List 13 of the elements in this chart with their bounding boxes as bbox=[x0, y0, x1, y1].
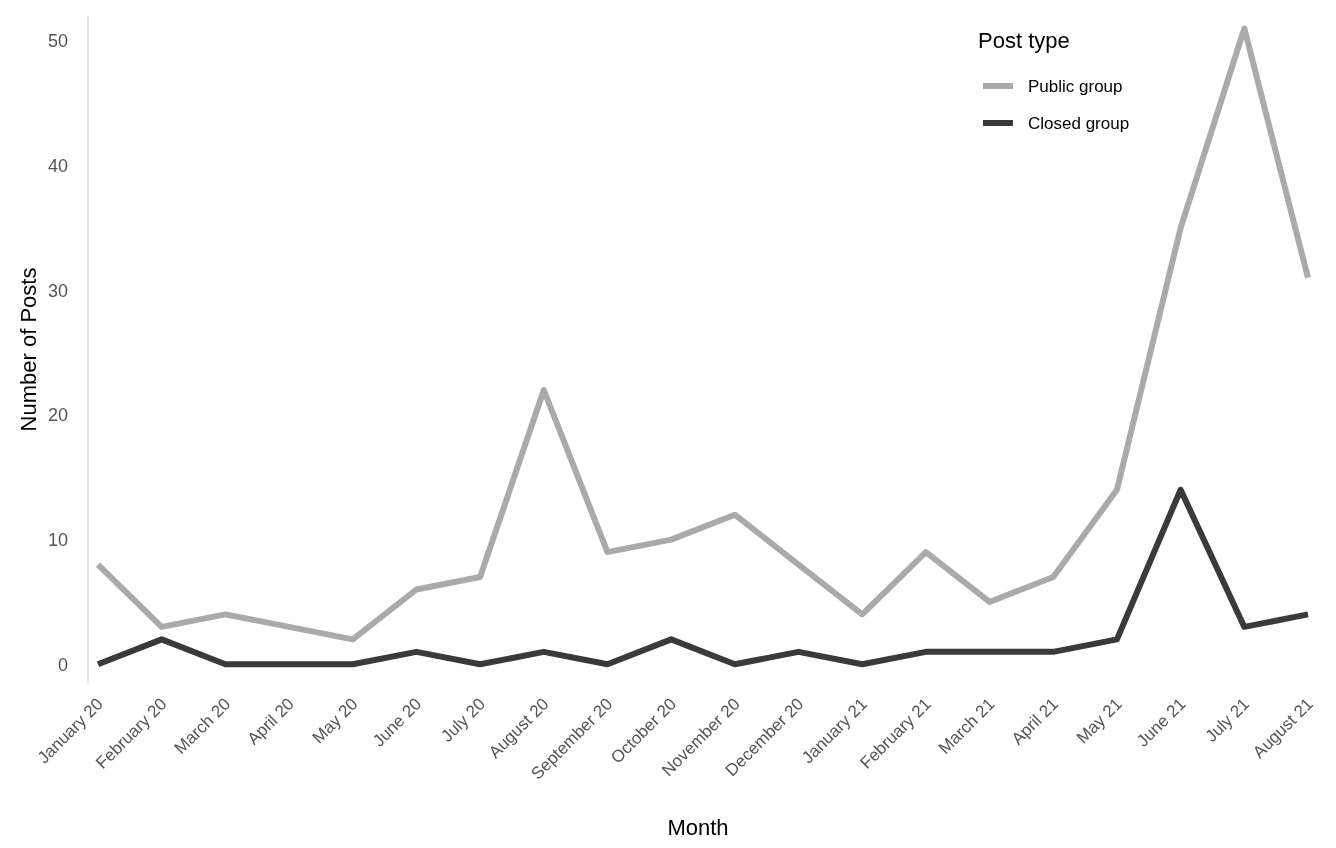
legend-title: Post type bbox=[978, 28, 1070, 53]
legend-label: Public group bbox=[1028, 76, 1123, 96]
y-tick-label: 40 bbox=[47, 155, 68, 176]
x-tick-label: July 21 bbox=[1201, 694, 1254, 746]
y-axis-title: Number of Posts bbox=[16, 267, 41, 432]
y-tick-label: 20 bbox=[47, 405, 68, 426]
y-tick-label: 50 bbox=[47, 31, 68, 52]
x-axis-title: Month bbox=[667, 815, 729, 840]
legend-label: Closed group bbox=[1028, 113, 1130, 133]
y-tick-label: 0 bbox=[57, 654, 68, 675]
x-tick-label: July 20 bbox=[437, 694, 489, 746]
y-tick-label: 30 bbox=[47, 280, 68, 301]
y-tick-label: 10 bbox=[47, 529, 68, 550]
